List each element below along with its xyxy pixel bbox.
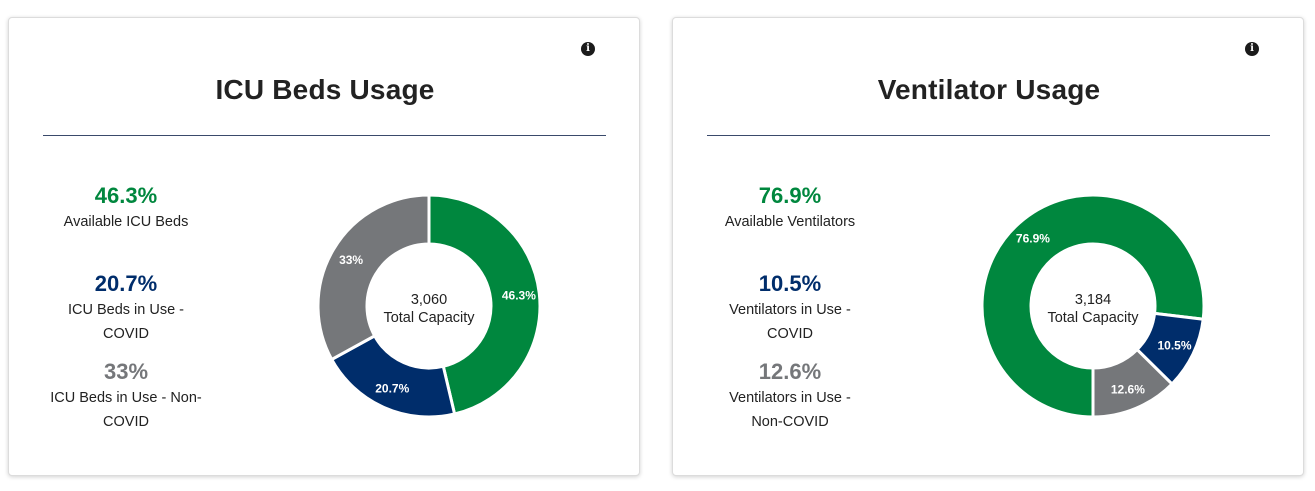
- stat-value: 12.6%: [758, 359, 822, 384]
- stat-value: 46.3%: [94, 183, 158, 208]
- stat-label: ICU Beds in Use - Non-COVID: [50, 390, 202, 430]
- center-label: Total Capacity: [383, 310, 475, 326]
- stat-available: 76.9% Available Ventilators: [690, 182, 890, 234]
- stat-label: Ventilators in Use - Non-COVID: [729, 390, 851, 430]
- stat-label: ICU Beds in Use - COVID: [67, 302, 185, 342]
- donut-svg: 76.9% 10.5% 12.6% 3,184 Total Capacity: [980, 193, 1206, 419]
- donut-slice[interactable]: [980, 193, 1206, 419]
- slice-data-label: 76.9%: [1016, 231, 1050, 245]
- center-label: Total Capacity: [1047, 310, 1139, 326]
- stat-label: Ventilators in Use - COVID: [729, 302, 851, 342]
- divider: [43, 135, 606, 136]
- slice-data-label: 46.3%: [502, 289, 536, 303]
- divider: [707, 135, 1270, 136]
- info-icon[interactable]: i: [1245, 42, 1259, 56]
- center-value: 3,184: [1075, 292, 1111, 308]
- stat-available: 46.3% Available ICU Beds: [26, 182, 226, 234]
- icu-beds-card: i ICU Beds Usage 46.3% Available ICU Bed…: [8, 17, 640, 476]
- info-icon[interactable]: i: [581, 42, 595, 56]
- donut-slice[interactable]: [427, 193, 542, 416]
- stat-value: 76.9%: [758, 183, 822, 208]
- slice-data-label: 33%: [339, 253, 363, 267]
- slice-data-label: 20.7%: [375, 382, 409, 396]
- card-title: ICU Beds Usage: [215, 74, 435, 105]
- stat-noncovid: 33% ICU Beds in Use - Non-COVID: [26, 358, 226, 434]
- stat-value: 33%: [103, 359, 149, 384]
- stat-value: 10.5%: [758, 271, 822, 296]
- stat-noncovid: 12.6% Ventilators in Use - Non-COVID: [690, 358, 890, 434]
- donut-slice[interactable]: [1091, 347, 1175, 419]
- stat-covid: 20.7% ICU Beds in Use - COVID: [26, 270, 226, 346]
- stat-value: 20.7%: [94, 271, 158, 296]
- donut-svg: 46.3% 20.7% 33% 3,060 Total Capacity: [316, 193, 542, 419]
- stat-label: Available Ventilators: [724, 214, 856, 230]
- slice-data-label: 12.6%: [1111, 383, 1145, 397]
- stat-covid: 10.5% Ventilators in Use - COVID: [690, 270, 890, 346]
- slice-data-label: 10.5%: [1158, 338, 1192, 352]
- center-value: 3,060: [411, 292, 447, 308]
- stat-label: Available ICU Beds: [63, 214, 189, 230]
- icu-donut-chart: 46.3% 20.7% 33% 3,060 Total Capacity: [309, 186, 549, 426]
- ventilator-card: i Ventilator Usage 76.9% Available Venti…: [672, 17, 1304, 476]
- card-title: Ventilator Usage: [877, 74, 1101, 105]
- donut-slice[interactable]: [316, 193, 431, 362]
- ventilator-donut-chart: 76.9% 10.5% 12.6% 3,184 Total Capacity: [973, 186, 1213, 426]
